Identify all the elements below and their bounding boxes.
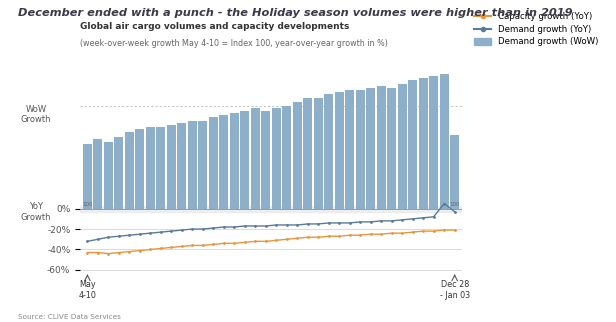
Bar [115,137,123,209]
Bar [198,121,208,209]
Bar [334,92,344,209]
Bar [177,123,186,209]
Bar [367,88,375,209]
Bar [251,109,260,209]
Bar [387,88,396,209]
Text: 100: 100 [82,202,92,207]
Bar [419,78,428,209]
Bar [377,86,386,209]
Text: Source: CLIVE Data Services: Source: CLIVE Data Services [18,314,121,320]
Text: WoW
Growth: WoW Growth [21,105,51,124]
Bar [261,110,270,209]
Bar [94,139,102,209]
Text: (week-over-week growth May 4-10 = Index 100, year-over-year growth in %): (week-over-week growth May 4-10 = Index … [80,40,388,49]
Text: 100: 100 [450,202,460,207]
Bar [209,117,218,209]
Bar [156,127,165,209]
Legend: Capacity growth (YoY), Demand growth (YoY), Demand growth (WoW): Capacity growth (YoY), Demand growth (Yo… [474,13,598,46]
Text: May
4-10: May 4-10 [78,280,96,299]
Bar [282,107,291,209]
Bar [272,109,281,209]
Text: YoY
Growth: YoY Growth [21,203,51,222]
Bar [450,135,459,209]
Bar [80,205,462,212]
Bar [104,142,113,209]
Text: December ended with a punch - the Holiday season volumes were higher than in 201: December ended with a punch - the Holida… [18,8,573,18]
Text: Global air cargo volumes and capacity developments: Global air cargo volumes and capacity de… [80,23,349,32]
Bar [146,127,155,209]
Bar [219,115,229,209]
Bar [440,74,448,209]
Text: Dec 28
- Jan 03: Dec 28 - Jan 03 [440,280,470,299]
Bar [240,110,249,209]
Bar [346,90,354,209]
Bar [230,113,239,209]
Bar [188,121,197,209]
Bar [314,98,323,209]
Bar [303,98,312,209]
Bar [356,90,365,209]
Bar [293,102,302,209]
Bar [324,94,333,209]
Bar [83,144,92,209]
Bar [429,76,438,209]
Bar [167,125,176,209]
Bar [136,129,144,209]
Bar [398,84,407,209]
Bar [125,132,134,209]
Bar [408,80,417,209]
